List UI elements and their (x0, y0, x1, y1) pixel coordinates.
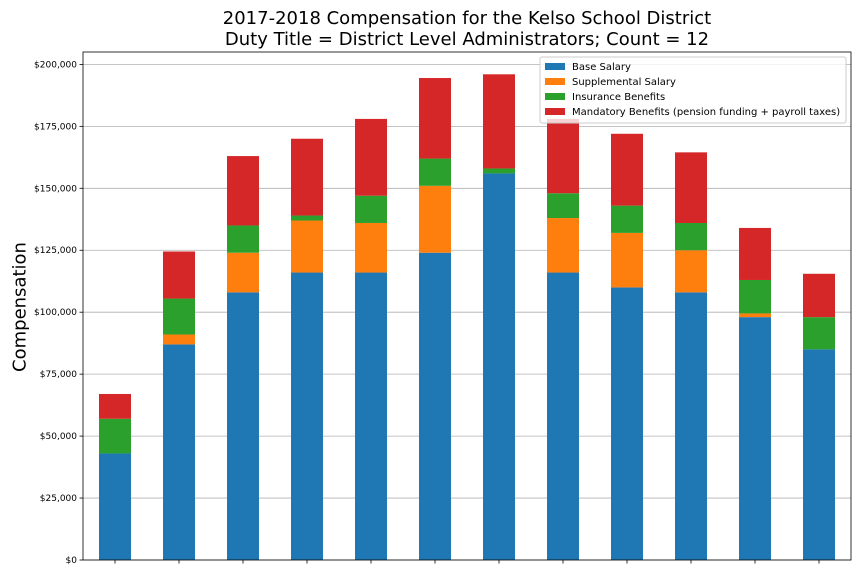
bar-segment (99, 393, 131, 419)
bar-segment (483, 173, 515, 561)
legend-box (539, 56, 847, 124)
bar-segment (547, 218, 579, 273)
bar-segment (355, 195, 387, 223)
legend-label: Insurance Benefits (572, 92, 665, 103)
chart-title: 2017-2018 Compensation for the Kelso Sch… (222, 8, 712, 29)
y-tick-label: $175,000 (34, 122, 77, 132)
bar-segment (611, 232, 643, 288)
y-tick-label: $50,000 (40, 432, 77, 442)
bar-segment (739, 279, 771, 314)
legend-label: Base Salary (572, 62, 631, 73)
bar-segment (675, 152, 707, 223)
bar-segment (547, 118, 579, 194)
axes: $0 $25,000 $50,000 $75,000 $100,000 $125,000 $… (34, 51, 852, 566)
bar-segment (291, 272, 323, 560)
y-tick-label: $200,000 (34, 60, 77, 70)
bar-segment (227, 225, 259, 253)
bar-segment (483, 168, 515, 174)
bar-segment (739, 227, 771, 280)
bar-segment (611, 287, 643, 560)
bar-segment (483, 74, 515, 169)
bar-segment (419, 252, 451, 560)
bar-segment (739, 317, 771, 560)
bar-segment (675, 222, 707, 251)
bar-segment (355, 222, 387, 273)
bar-segment (163, 334, 195, 345)
y-tick-label: $150,000 (34, 184, 77, 194)
bar-segment (227, 292, 259, 560)
legend-swatch (545, 78, 565, 85)
bar-segment (291, 220, 323, 273)
bar-segment (227, 156, 259, 226)
bar-segment (803, 349, 835, 560)
bar-segment (419, 158, 451, 186)
gridlines (83, 63, 851, 561)
bar-segment (675, 292, 707, 560)
bar-segment (547, 272, 579, 560)
bars (99, 74, 835, 561)
chart-subtitle: Duty Title = District Level Administrato… (224, 29, 710, 50)
bar-segment (291, 215, 323, 221)
bar-segment (547, 193, 579, 219)
bar-segment (739, 313, 771, 318)
bar-segment (99, 418, 131, 454)
legend: Base Salary Supplemental Salary Insurance … (539, 56, 847, 124)
bar-segment (803, 317, 835, 350)
bar-segment (355, 118, 387, 196)
bar-segment (163, 251, 195, 299)
bar-segment (611, 133, 643, 206)
y-tick-label: $0 (66, 556, 78, 566)
y-tick-label: $100,000 (34, 308, 77, 318)
bar-segment (803, 273, 835, 318)
bar-segment (419, 78, 451, 159)
bar-segment (99, 453, 131, 560)
legend-label: Supplemental Salary (572, 77, 676, 88)
bar-segment (355, 272, 387, 560)
y-tick-label: $75,000 (40, 370, 77, 380)
legend-label: Mandatory Benefits (pension funding + pa… (572, 107, 840, 118)
y-tick-label: $125,000 (34, 246, 77, 256)
legend-swatch (545, 108, 565, 115)
y-tick-label: $25,000 (40, 494, 77, 504)
legend-swatch (545, 93, 565, 100)
bar-segment (675, 250, 707, 293)
legend-swatch (545, 63, 565, 70)
bar-segment (227, 252, 259, 293)
bar-segment (291, 138, 323, 216)
bar-segment (163, 344, 195, 560)
bar-segment (419, 185, 451, 253)
bar-segment (163, 298, 195, 335)
bar-segment (611, 205, 643, 233)
plot-frame (82, 51, 852, 561)
